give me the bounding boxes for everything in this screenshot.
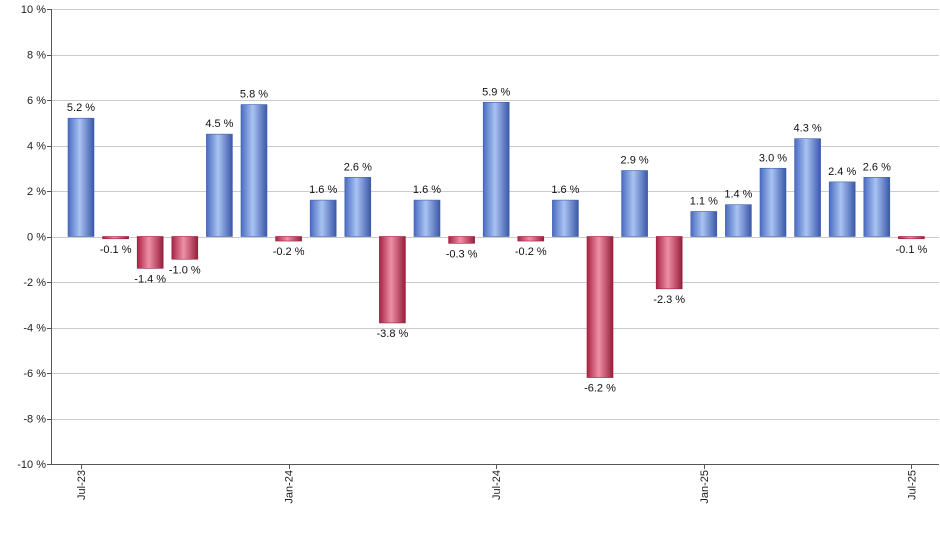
bar-Jun-25 [863, 177, 891, 237]
data-label-Jun-24: -0.3 % [446, 248, 478, 260]
data-label-Dec-23: 5.8 % [240, 89, 268, 101]
data-label-Apr-24: -3.8 % [377, 328, 409, 340]
data-label-May-24: 1.6 % [413, 184, 441, 196]
bar-Jun-24 [448, 236, 475, 244]
data-label-Sep-23: -1.4 % [134, 273, 166, 285]
data-label-Jan-24: -0.2 % [273, 246, 305, 258]
data-label-Feb-25: 1.4 % [724, 189, 752, 201]
bar-Feb-24 [309, 199, 337, 237]
y-tick-label: -8 % [23, 414, 46, 426]
y-tick-label: -10 % [17, 459, 46, 471]
bar-Jan-24 [275, 236, 302, 242]
bar-Jul-25 [898, 236, 925, 240]
data-labels: 5.2 % -0.1 % -1.4 %-1.0 % 4.5 % 5.8 % -0.2 % 1… [67, 86, 928, 394]
bar-Feb-25 [725, 204, 752, 237]
data-label-Jun-25: 2.6 % [863, 161, 891, 173]
data-label-Nov-24: 2.9 % [621, 155, 649, 167]
bar-May-25 [828, 181, 856, 237]
bar-Oct-24 [586, 236, 614, 378]
bar-Jul-23 [67, 117, 95, 237]
data-label-Aug-23: -0.1 % [100, 244, 132, 256]
bar-Mar-25 [759, 167, 787, 237]
data-label-Jul-24: 5.9 % [482, 86, 510, 98]
bar-May-24 [413, 199, 441, 237]
bar-Dec-24 [655, 236, 683, 290]
bar-Sep-24 [552, 199, 579, 237]
bar-Nov-24 [621, 170, 648, 237]
y-tick-label: -6 % [23, 368, 46, 380]
bar-Mar-24 [344, 177, 372, 237]
x-tick-label: Jan-24 [284, 470, 296, 504]
x-axis-labels: Jul-23 Jan-24 Jul-24 Jan-25 Jul-25 [76, 470, 918, 504]
bar-Dec-23 [240, 104, 268, 237]
y-tick-label: 0 % [27, 232, 46, 244]
y-tick-label: 6 % [27, 95, 46, 107]
bar-Nov-23 [206, 133, 233, 237]
x-tick-label: Jul-24 [491, 470, 503, 500]
y-tick-label: 10 % [21, 4, 46, 16]
data-label-Oct-23: -1.0 % [169, 264, 201, 276]
bar-Aug-23 [102, 236, 129, 240]
y-tick-label: -2 % [23, 277, 46, 289]
y-tick-label: -4 % [23, 323, 46, 335]
data-label-May-25: 2.4 % [828, 166, 856, 178]
data-label-Nov-23: 4.5 % [205, 118, 233, 130]
data-label-Oct-24: -6.2 % [584, 383, 616, 395]
x-tick-label: Jul-23 [76, 470, 88, 500]
bar-Apr-25 [794, 138, 821, 237]
bar-Oct-23 [171, 236, 199, 260]
data-label-Dec-24: -2.3 % [653, 294, 685, 306]
bar-Jul-24 [482, 101, 510, 237]
bar-Aug-24 [517, 236, 545, 242]
y-axis-labels: 10 % 8 % 6 % 4 % 2 % 0 % -2 % -4 % -6 % -8 % -10 % [17, 4, 46, 471]
bar-Jan-25 [690, 211, 718, 237]
data-label-Apr-25: 4.3 % [794, 123, 822, 135]
data-label-Jul-23: 5.2 % [67, 102, 95, 114]
data-label-Sep-24: 1.6 % [551, 184, 579, 196]
data-label-Mar-25: 3.0 % [759, 152, 787, 164]
bar-Sep-23 [136, 236, 164, 269]
data-label-Feb-24: 1.6 % [309, 184, 337, 196]
data-label-Jul-25: -0.1 % [896, 244, 928, 256]
x-tick-label: Jul-25 [906, 470, 918, 500]
y-tick-label: 8 % [27, 50, 46, 62]
y-tick-label: 4 % [27, 141, 46, 153]
bars [67, 101, 925, 378]
bar-Apr-24 [379, 236, 406, 324]
data-label-Aug-24: -0.2 % [515, 246, 547, 258]
axes [47, 9, 939, 469]
data-label-Jan-25: 1.1 % [690, 195, 718, 207]
y-tick-label: 2 % [27, 186, 46, 198]
data-label-Mar-24: 2.6 % [344, 161, 372, 173]
x-tick-label: Jan-25 [699, 470, 711, 504]
